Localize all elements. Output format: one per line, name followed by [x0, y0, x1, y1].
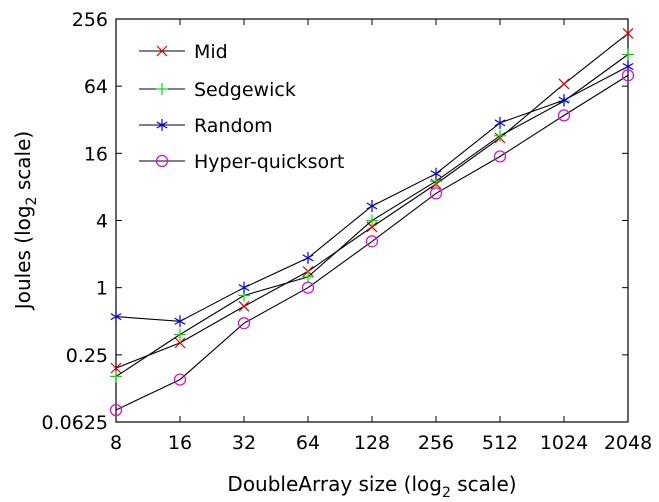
- data-point: [110, 362, 122, 374]
- x-tick-label: 128: [354, 432, 390, 454]
- x-axis-label-suffix: scale): [451, 472, 517, 496]
- legend-label: Random: [194, 115, 273, 137]
- data-point: [494, 129, 506, 142]
- data-point: [558, 78, 570, 90]
- axis-ticks: 8 16 32 64 128 256 512 1024 2048 0.0625 0.25 1 4 16 64…: [42, 9, 653, 454]
- data-point: [302, 270, 314, 283]
- x-tick-label: 2048: [604, 432, 652, 454]
- legend-marker: [156, 45, 168, 57]
- y-axis-label-suffix: scale): [11, 131, 35, 197]
- data-point: [238, 300, 250, 312]
- data-point: [365, 235, 379, 248]
- y-axis-label-subscript: 2: [24, 197, 40, 206]
- data-point: [174, 328, 186, 341]
- data-point: [109, 403, 123, 417]
- legend-entry: Hyper-quicksort: [139, 151, 344, 173]
- data-point: [173, 373, 187, 386]
- data-point: [558, 94, 570, 107]
- series-sedgewick: [110, 48, 634, 383]
- y-tick-label: 0.25: [66, 345, 108, 367]
- legend-label: Mid: [194, 41, 228, 63]
- series-layer: [109, 28, 635, 417]
- series-random: [110, 60, 634, 328]
- data-point: [493, 150, 507, 163]
- legend-entry: Mid: [139, 41, 228, 63]
- x-axis-label: DoubleArray size (log2 scale): [227, 472, 516, 501]
- x-tick-label: 32: [232, 432, 256, 454]
- legend-marker: [156, 83, 168, 95]
- x-tick-label: 1024: [540, 432, 588, 454]
- data-point: [430, 167, 442, 180]
- data-point: [301, 281, 315, 294]
- data-point: [302, 251, 314, 264]
- data-point: [621, 69, 635, 82]
- data-point: [366, 199, 378, 212]
- legend-marker: [155, 154, 169, 168]
- data-point: [174, 315, 186, 328]
- legend-entry: Sedgewick: [139, 79, 296, 101]
- y-tick-label: 1: [96, 278, 108, 300]
- data-point: [237, 317, 251, 330]
- legend: Mid Sedgewick Random Hyper-quicksort: [139, 41, 344, 173]
- y-axis-label: Joules (log2 scale): [11, 131, 40, 311]
- series-hyper-quicksort: [109, 69, 635, 417]
- legend-label: Sedgewick: [194, 79, 296, 101]
- legend-marker: [156, 119, 168, 131]
- data-point: [174, 337, 186, 349]
- y-tick-label: 4: [96, 211, 108, 233]
- series-line: [115, 74, 629, 411]
- y-tick-label: 16: [84, 143, 108, 165]
- data-point: [622, 48, 634, 61]
- data-point: [494, 116, 506, 129]
- y-tick-label: 0.0625: [42, 412, 108, 434]
- x-tick-label: 16: [168, 432, 192, 454]
- y-tick-label: 256: [72, 9, 108, 31]
- data-point: [110, 370, 122, 383]
- legend-entry: Random: [139, 115, 273, 137]
- data-point: [557, 109, 571, 122]
- x-tick-label: 64: [296, 432, 320, 454]
- x-axis-label-subscript: 2: [442, 485, 451, 501]
- data-point: [622, 28, 634, 39]
- y-tick-label: 64: [84, 76, 108, 98]
- data-point: [110, 310, 122, 323]
- data-point: [366, 214, 378, 227]
- x-tick-label: 256: [418, 432, 454, 454]
- series-line: [115, 66, 629, 322]
- data-point: [238, 281, 250, 294]
- data-point: [429, 187, 443, 200]
- data-point: [622, 60, 634, 73]
- x-tick-label: 8: [110, 432, 122, 454]
- legend-label: Hyper-quicksort: [194, 151, 344, 173]
- x-tick-label: 512: [482, 432, 518, 454]
